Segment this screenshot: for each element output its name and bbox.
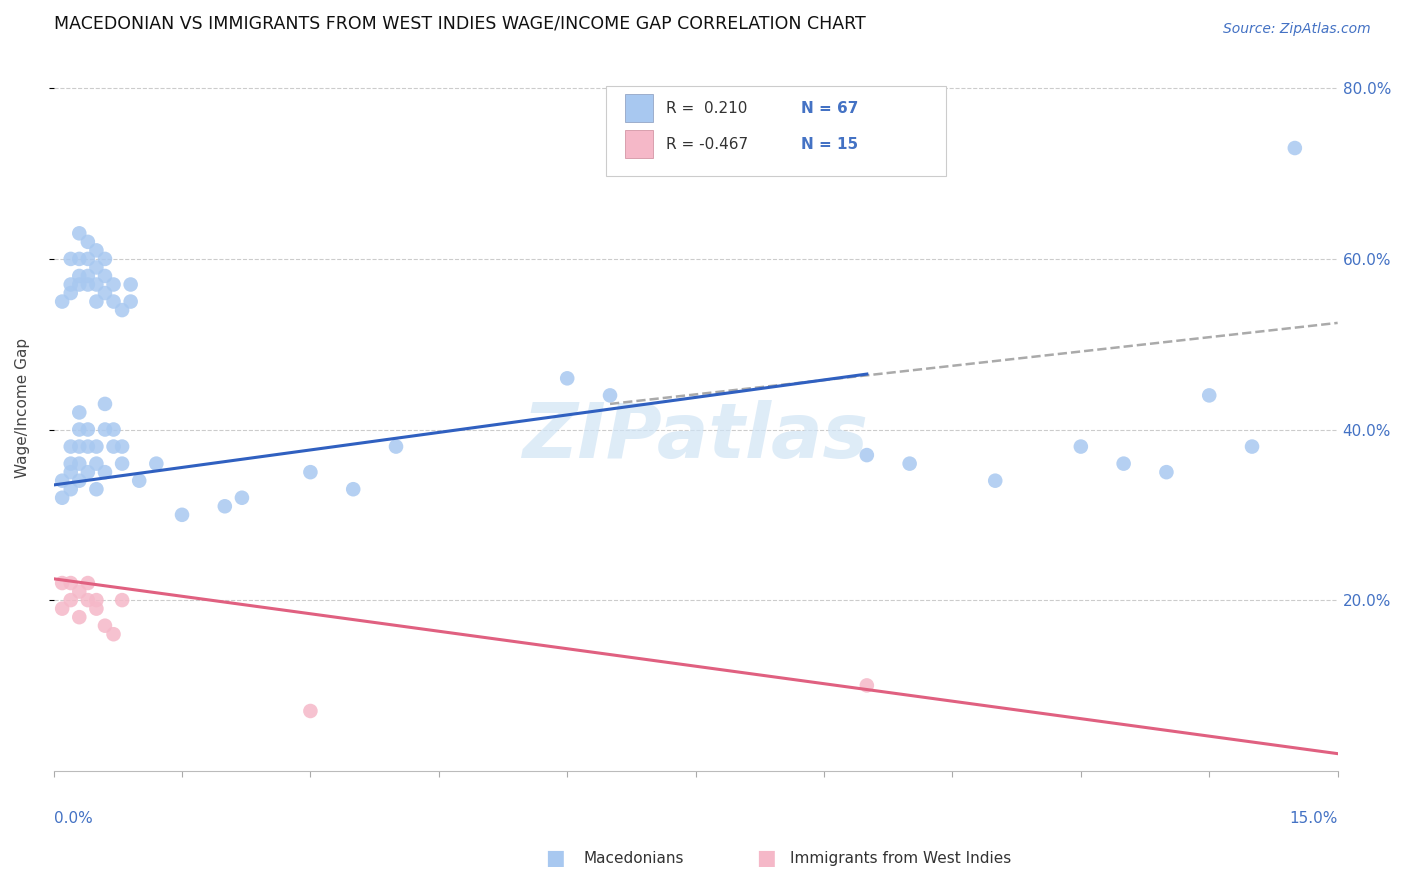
Bar [626,130,654,158]
Point [94,618,117,632]
Point [170,508,193,522]
Point [94,423,117,437]
Point [86,277,108,292]
Point [67,584,90,599]
Bar [626,95,654,122]
Point [59,576,82,591]
Point [385,440,408,454]
Y-axis label: Wage/Income Gap: Wage/Income Gap [15,338,30,478]
Point [67,440,90,454]
Point [59,277,82,292]
Point [103,423,125,437]
Point [86,457,108,471]
Text: ■: ■ [546,848,565,868]
Point [59,465,82,479]
Point [1112,457,1135,471]
Point [76,268,98,283]
Point [94,252,117,266]
Point [67,268,90,283]
Text: 15.0%: 15.0% [1289,811,1337,826]
Point [51,601,73,615]
Text: R = -0.467: R = -0.467 [666,136,748,152]
Point [51,294,73,309]
Point [299,704,322,718]
Text: R =  0.210: R = 0.210 [666,101,748,116]
Point [1198,388,1220,402]
Point [111,303,134,318]
Point [128,474,150,488]
Point [86,593,108,607]
Point [76,465,98,479]
Point [67,474,90,488]
Text: MACEDONIAN VS IMMIGRANTS FROM WEST INDIES WAGE/INCOME GAP CORRELATION CHART: MACEDONIAN VS IMMIGRANTS FROM WEST INDIE… [53,15,865,33]
Text: Macedonians: Macedonians [583,851,683,865]
Point [86,482,108,496]
Point [120,277,142,292]
Point [555,371,578,385]
Point [145,457,167,471]
Text: ZIPatlas: ZIPatlas [523,401,869,475]
Point [67,405,90,419]
Point [86,440,108,454]
Point [231,491,253,505]
Point [76,593,98,607]
Point [299,465,322,479]
Point [1070,440,1092,454]
Point [51,474,73,488]
Point [86,244,108,258]
Point [103,627,125,641]
Point [59,286,82,301]
Point [111,593,134,607]
Point [111,457,134,471]
Point [76,277,98,292]
Point [103,440,125,454]
Point [1156,465,1178,479]
Point [76,423,98,437]
Point [120,294,142,309]
Point [94,286,117,301]
Point [898,457,921,471]
Point [67,457,90,471]
Point [103,277,125,292]
Text: Immigrants from West Indies: Immigrants from West Indies [790,851,1011,865]
FancyBboxPatch shape [606,86,946,177]
Point [59,482,82,496]
Point [76,576,98,591]
Point [67,227,90,241]
Point [59,252,82,266]
Point [86,260,108,275]
Point [51,576,73,591]
Text: N = 67: N = 67 [801,101,858,116]
Point [856,678,879,692]
Point [214,500,236,514]
Point [76,440,98,454]
Point [67,277,90,292]
Point [103,294,125,309]
Point [111,440,134,454]
Point [59,457,82,471]
Point [59,593,82,607]
Point [67,423,90,437]
Point [76,252,98,266]
Point [1284,141,1306,155]
Text: N = 15: N = 15 [801,136,858,152]
Point [94,397,117,411]
Text: ■: ■ [756,848,776,868]
Text: 0.0%: 0.0% [53,811,93,826]
Point [599,388,621,402]
Point [86,601,108,615]
Point [67,610,90,624]
Point [59,440,82,454]
Text: Source: ZipAtlas.com: Source: ZipAtlas.com [1223,22,1371,37]
Point [51,491,73,505]
Point [856,448,879,462]
Point [76,235,98,249]
Point [1240,440,1263,454]
Point [67,252,90,266]
Point [984,474,1007,488]
Point [94,465,117,479]
Point [86,294,108,309]
Point [94,268,117,283]
Point [342,482,364,496]
